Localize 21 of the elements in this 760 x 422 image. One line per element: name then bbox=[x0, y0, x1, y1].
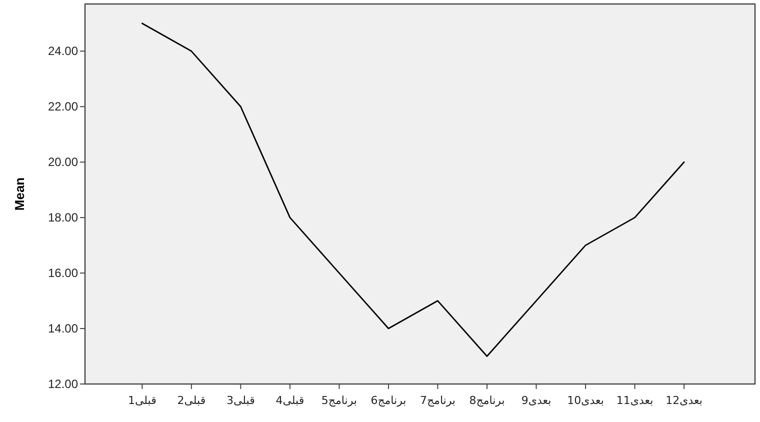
y-tick-label: 22.00 bbox=[48, 100, 78, 114]
x-tick-label: قبلی1 bbox=[128, 394, 156, 407]
x-tick-label: برنامج5 bbox=[321, 394, 357, 407]
x-tick-label: برنامج6 bbox=[370, 394, 406, 407]
y-tick-label: 16.00 bbox=[48, 266, 78, 280]
y-tick-label: 14.00 bbox=[48, 322, 78, 336]
y-tick-label: 18.00 bbox=[48, 210, 78, 225]
x-tick-label: بعدی11 bbox=[616, 394, 654, 407]
y-axis-title: Mean bbox=[12, 177, 27, 211]
x-tick-label: قبلی2 bbox=[177, 394, 206, 407]
y-tick-label: 12.00 bbox=[48, 377, 78, 391]
x-tick-label: برنامج8 bbox=[469, 394, 505, 407]
line-series bbox=[141, 22, 685, 357]
x-tick-label: برنامج7 bbox=[420, 394, 456, 407]
x-tick-label: بعدی9 bbox=[521, 394, 552, 407]
x-tick-label: قبلی4 bbox=[276, 394, 304, 407]
x-tick-label: بعدی12 bbox=[666, 394, 702, 407]
y-tick-label: 20.00 bbox=[48, 155, 78, 170]
x-tick-label: بعدی10 bbox=[567, 394, 604, 407]
y-tick-label: 24.00 bbox=[48, 44, 78, 58]
x-tick-label: قبلی3 bbox=[226, 394, 255, 407]
